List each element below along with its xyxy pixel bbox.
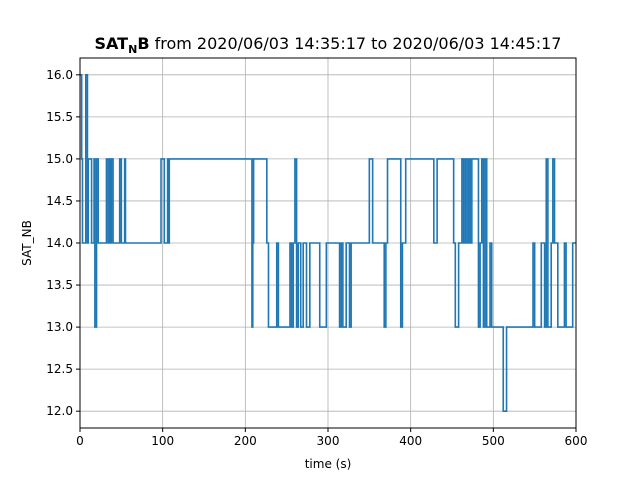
title-subscript: N <box>128 43 137 56</box>
x-tick-label: 300 <box>317 434 340 448</box>
y-tick-label: 14.0 <box>46 236 73 250</box>
y-tick-label: 13.0 <box>46 320 73 334</box>
x-tick-label: 400 <box>399 434 422 448</box>
title-bold-main: SAT <box>95 34 129 53</box>
x-tick-label: 200 <box>234 434 257 448</box>
y-tick-label: 15.0 <box>46 152 73 166</box>
y-tick-label: 15.5 <box>46 110 73 124</box>
x-tick-label: 500 <box>482 434 505 448</box>
x-tick-label: 100 <box>151 434 174 448</box>
y-tick-label: 13.5 <box>46 278 73 292</box>
title-bold-tail: B <box>137 34 149 53</box>
x-tick-label: 0 <box>76 434 84 448</box>
y-axis-label: SAT_NB <box>20 220 34 266</box>
x-axis-ticks: 0 100 200 300 400 500 600 <box>76 428 587 448</box>
y-tick-label: 14.5 <box>46 194 73 208</box>
series-line <box>80 74 576 412</box>
title-rest: from 2020/06/03 14:35:17 to 2020/06/03 1… <box>150 34 562 53</box>
chart-title: SATNB from 2020/06/03 14:35:17 to 2020/0… <box>95 34 562 56</box>
series-layer <box>80 74 576 412</box>
y-tick-label: 12.0 <box>46 404 73 418</box>
x-tick-label: 600 <box>565 434 588 448</box>
grid-lines <box>79 58 577 428</box>
x-axis-label: time (s) <box>305 457 352 471</box>
y-axis-ticks: 12.0 12.5 13.0 13.5 14.0 14.5 15.0 15.5 16.0 <box>46 68 80 418</box>
y-tick-label: 16.0 <box>46 68 73 82</box>
y-tick-label: 12.5 <box>46 362 73 376</box>
